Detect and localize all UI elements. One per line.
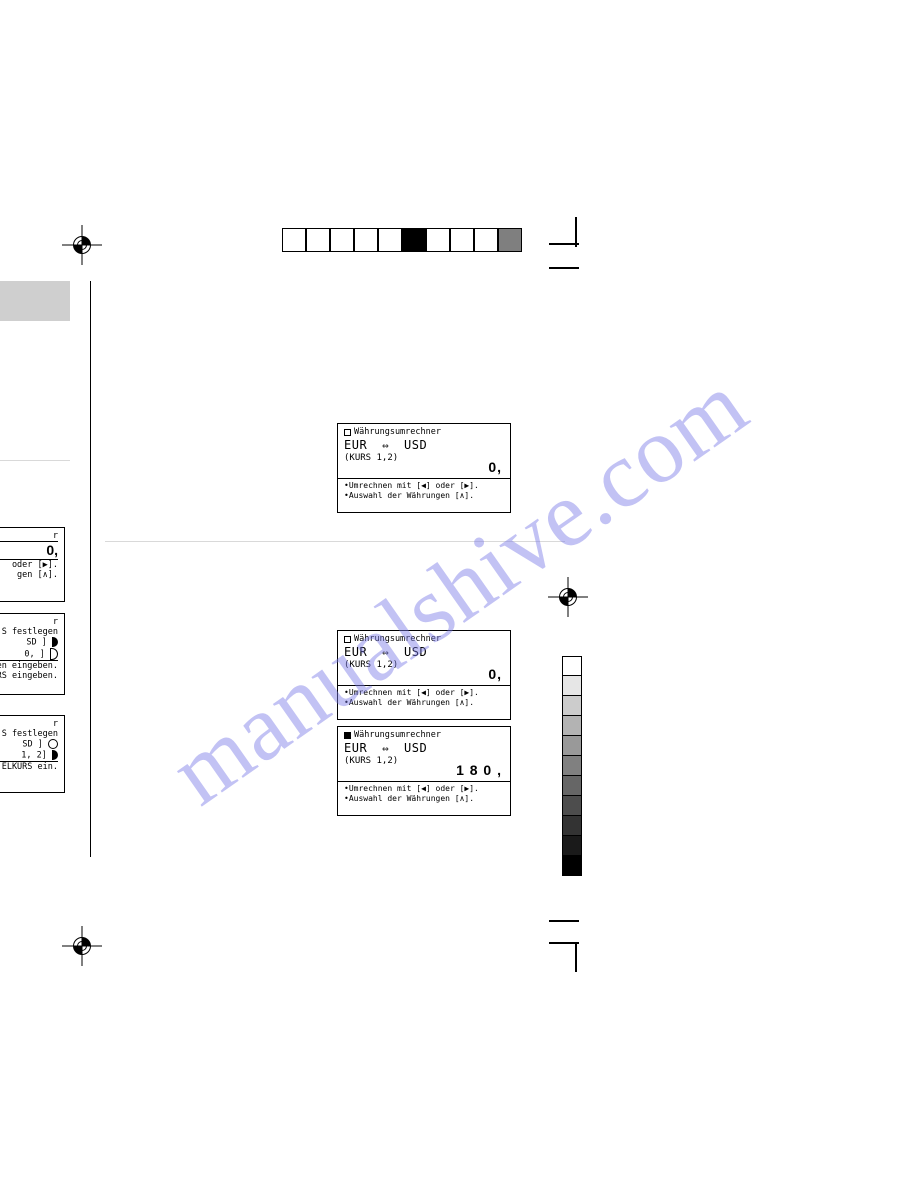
swatch [282,228,306,252]
swatch [402,228,426,252]
faint-hline-short [0,460,70,461]
crop-mark [575,942,577,972]
hint-area: •Umrechnen mit [◀] oder [▶]. •Auswahl de… [338,479,510,504]
swatch [498,228,522,252]
swatch [306,228,330,252]
hint-area: •Umrechnen mit [◀] oder [▶]. •Auswahl de… [338,686,510,711]
panel-title: Währungsumrechner [354,427,441,437]
clipped-panel: rS festlegenSD ] 1, 2] ELKURS ein. [0,715,66,793]
crop-mark [549,920,579,922]
clip-line: LKURS eingeben. [0,671,58,681]
swatch [562,736,582,756]
swatch [562,836,582,856]
swatch [562,756,582,776]
swatch [562,796,582,816]
swatch [354,228,378,252]
vertical-rule [90,281,91,857]
panel-title: Währungsumrechner [354,730,441,740]
clipped-panel: r0,oder [▶].gen [∧]. [0,527,66,602]
checkbox-icon [344,429,351,436]
d-icon [50,648,58,660]
from-currency: EUR [344,438,367,452]
clip-line: S festlegen [0,729,58,739]
to-currency: USD [404,438,427,452]
clip-line: r [0,719,58,729]
double-arrow-icon: ⇔ [375,742,396,755]
crop-mark [549,267,579,269]
swatch [562,656,582,676]
hint-line: •Auswahl der Währungen [∧]. [344,491,504,501]
crop-mark [575,217,577,247]
clip-line: r [0,531,58,541]
lcd-panel: Währungsumrechner EUR ⇔ USD (KURS 1,2) 0… [337,423,511,513]
from-currency: EUR [344,741,367,755]
clip-line: iten eingeben. [0,661,58,671]
hint-line: •Umrechnen mit [◀] oder [▶]. [344,481,504,491]
to-currency: USD [404,645,427,659]
swatch [474,228,498,252]
registration-mark [548,577,588,617]
panel-title-row: Währungsumrechner [344,634,504,644]
registration-mark [62,225,102,265]
clip-line: S festlegen [0,627,58,637]
clip-line: gen [∧]. [0,570,58,580]
checkbox-icon [344,636,351,643]
clip-line: ELKURS ein. [0,762,58,772]
vertical-greyscale-strip [562,656,582,876]
clip-line: oder [▶]. [0,560,58,570]
grey-block [0,281,70,321]
swatch [562,776,582,796]
swatch [562,856,582,876]
d-icon [52,637,58,647]
clip-line: 1, 2] [0,750,58,761]
lcd-panel: Währungsumrechner EUR ⇔ USD (KURS 1,2) 1… [337,726,511,816]
panel-title: Währungsumrechner [354,634,441,644]
clip-line: r [0,617,58,627]
from-currency: EUR [344,645,367,659]
conversion-row: EUR ⇔ USD [344,438,504,452]
faint-hline [105,541,565,542]
swatch [562,676,582,696]
conversion-row: EUR ⇔ USD [344,645,504,659]
swatch [450,228,474,252]
clipped-panel: rS festlegenSD ] 0, ] iten eingeben.LKUR… [0,613,66,695]
conversion-row: EUR ⇔ USD [344,741,504,755]
registration-mark [62,926,102,966]
d-icon [52,750,58,760]
top-color-bar [282,228,522,252]
panel-title-row: Währungsumrechner [344,427,504,437]
swatch [562,816,582,836]
o-icon [48,739,58,749]
swatch [562,716,582,736]
panel-title-row: Währungsumrechner [344,730,504,740]
hint-line: •Auswahl der Währungen [∧]. [344,794,504,804]
crop-mark [549,942,579,944]
hint-line: •Umrechnen mit [◀] oder [▶]. [344,784,504,794]
lcd-panel: Währungsumrechner EUR ⇔ USD (KURS 1,2) 0… [337,630,511,720]
hint-line: •Umrechnen mit [◀] oder [▶]. [344,688,504,698]
swatch [426,228,450,252]
clip-line: SD ] [0,739,58,750]
hint-line: •Auswahl der Währungen [∧]. [344,698,504,708]
clip-line: 0, [0,542,58,559]
double-arrow-icon: ⇔ [375,439,396,452]
clip-line: SD ] [0,637,58,648]
hint-area: •Umrechnen mit [◀] oder [▶]. •Auswahl de… [338,782,510,807]
to-currency: USD [404,741,427,755]
swatch [330,228,354,252]
swatch [378,228,402,252]
checkbox-icon [344,732,351,739]
double-arrow-icon: ⇔ [375,646,396,659]
clip-line: 0, ] [0,648,58,660]
swatch [562,696,582,716]
